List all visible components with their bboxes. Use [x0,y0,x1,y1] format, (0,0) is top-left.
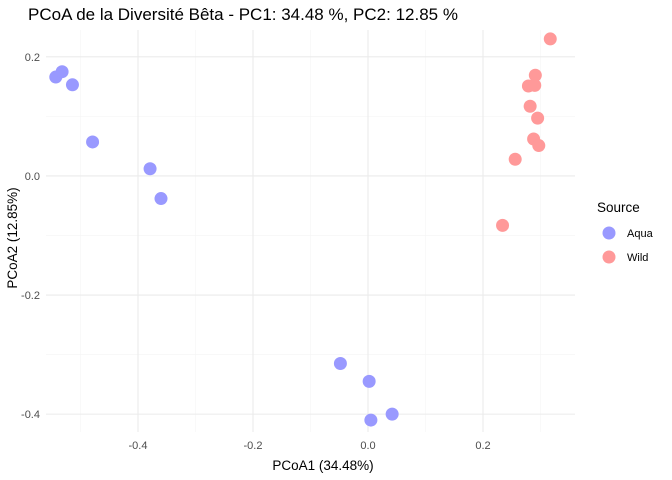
y-tick-label: 0.0 [25,171,40,183]
point-aqua [86,135,100,149]
x-tick-label: -0.2 [244,440,263,452]
point-aqua [55,65,69,79]
point-aqua [65,78,79,92]
y-tick-label: -0.4 [21,409,40,421]
legend-key-wild [602,250,616,264]
x-tick-label: -0.4 [129,440,148,452]
y-tick-label: -0.2 [21,290,40,302]
x-axis-tick-labels: -0.4 -0.2 0.0 0.2 [129,440,491,452]
point-wild [508,152,522,166]
point-wild [528,68,542,82]
point-wild [531,111,545,125]
point-aqua [362,374,376,388]
point-aqua [143,162,157,176]
point-wild [523,99,537,113]
data-points [49,32,557,427]
legend: Source Aqua Wild [597,200,654,264]
point-aqua [364,413,378,427]
y-axis-title: PCoA2 (12.85%) [5,187,20,288]
point-wild [528,78,542,92]
minor-gridlines [46,30,575,432]
legend-label-wild: Wild [627,252,648,264]
point-wild [532,139,546,153]
point-wild [543,32,557,46]
legend-title: Source [597,200,640,215]
point-wild [496,218,510,232]
major-gridlines [46,30,575,432]
legend-label-aqua: Aqua [627,228,654,240]
point-aqua [385,407,399,421]
y-axis-tick-labels: -0.4 -0.2 0.0 0.2 [21,52,40,421]
point-aqua [333,357,347,371]
x-axis-title: PCoA1 (34.48%) [272,458,373,473]
x-tick-label: 0.2 [475,440,490,452]
legend-items: Aqua Wild [602,226,654,264]
y-tick-label: 0.2 [25,52,40,64]
legend-key-aqua [602,226,616,240]
point-aqua [154,192,168,206]
chart-title: PCoA de la Diversité Bêta - PC1: 34.48 %… [28,5,458,24]
x-tick-label: 0.0 [360,440,375,452]
